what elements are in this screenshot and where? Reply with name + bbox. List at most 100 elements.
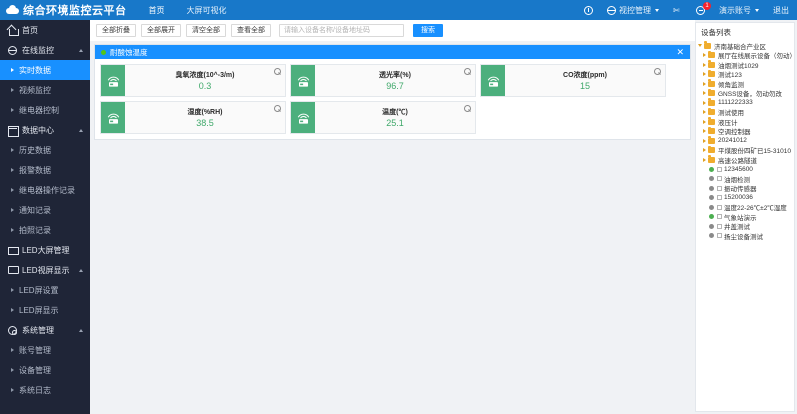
tree-node[interactable]: 液压计 <box>698 117 794 127</box>
tree-node[interactable]: 测试使用 <box>698 107 794 117</box>
tree-device-node[interactable]: 气象站演示 <box>698 212 794 222</box>
device-checkbox[interactable] <box>717 166 722 172</box>
chevron-right-icon[interactable] <box>703 119 706 124</box>
device-checkbox[interactable] <box>717 223 722 229</box>
tree-node[interactable]: 平煤股份四矿已15-31010 <box>698 145 794 155</box>
sidebar: 首页 在线监控 实时数据 视频监控 继电器控制 数据中心 <box>0 20 90 414</box>
sidebar-item-relay-log[interactable]: 继电器操作记录 <box>0 180 90 200</box>
tree-device-node[interactable]: 井盖测试 <box>698 222 794 231</box>
device-checkbox[interactable] <box>717 176 722 182</box>
nav-home[interactable]: 首页 <box>148 5 165 15</box>
search-icon[interactable] <box>274 68 281 75</box>
device-checkbox[interactable] <box>717 214 722 220</box>
tree-device-node[interactable]: 温度22-26℃±2℃湿度 <box>698 203 794 212</box>
chevron-right-icon[interactable] <box>703 129 706 134</box>
notification-badge: 1 <box>703 1 711 10</box>
metric-label: CO浓度(ppm) <box>563 72 607 79</box>
sidebar-item-device-manage[interactable]: 设备管理 <box>0 360 90 380</box>
tree-node[interactable]: GNSS设备，勿动勿改 <box>698 88 794 99</box>
header-actions: 视控管理 ✄ 1 演示账号 退出 <box>584 1 797 16</box>
chevron-right-icon[interactable] <box>703 53 706 58</box>
project-switch-button[interactable]: 视控管理 <box>607 5 659 16</box>
search-icon[interactable] <box>274 105 281 112</box>
tree-node[interactable]: 空调控制器 <box>698 126 794 136</box>
sidebar-item-realtime-data[interactable]: 实时数据 <box>0 60 90 80</box>
device-checkbox[interactable] <box>717 195 722 201</box>
chevron-right-icon <box>11 288 14 292</box>
help-button[interactable] <box>584 5 593 15</box>
tree-device-node[interactable]: 油烟检测 <box>698 174 794 184</box>
metric-card[interactable]: 臭氧浓度(10^-3/m) 0.3 <box>100 64 286 97</box>
sidebar-item-history-data[interactable]: 历史数据 <box>0 140 90 160</box>
sidebar-item-system-log[interactable]: 系统日志 <box>0 380 90 400</box>
sidebar-item-photo-log[interactable]: 拍照记录 <box>0 220 90 240</box>
device-checkbox[interactable] <box>717 185 722 191</box>
folder-icon <box>708 117 715 125</box>
tree-device-node[interactable]: 扬尘设备测试 <box>698 231 794 241</box>
tree-node[interactable]: 高速公路隧道 <box>698 155 794 165</box>
sidebar-item-account-manage[interactable]: 账号管理 <box>0 340 90 360</box>
chevron-right-icon[interactable] <box>703 62 706 67</box>
tree-node-label: GNSS设备，勿动勿改 <box>718 91 782 99</box>
chevron-right-icon[interactable] <box>703 81 706 86</box>
tree-node[interactable]: 1111222333 <box>698 98 794 108</box>
metric-card[interactable]: CO浓度(ppm) 15 <box>480 64 666 97</box>
sidebar-group-led-display[interactable]: LED视屏显示 <box>0 260 90 280</box>
sidebar-item-label: LED屏设置 <box>19 285 59 295</box>
clear-all-button[interactable]: 清空全部 <box>186 24 226 37</box>
sidebar-item-label: 继电器控制 <box>19 105 59 115</box>
nav-bigscreen[interactable]: 大屏可视化 <box>186 5 227 15</box>
tree-node-label: 20241012 <box>718 137 747 145</box>
tree-node[interactable]: 展厅在线展示设备（勿动） <box>698 50 794 60</box>
sidebar-item-alarm-data[interactable]: 报警数据 <box>0 160 90 180</box>
device-checkbox[interactable] <box>717 233 722 239</box>
chevron-right-icon[interactable] <box>703 91 706 96</box>
logout-button[interactable]: 退出 <box>773 5 789 16</box>
tree-device-node[interactable]: 15200036 <box>698 193 794 203</box>
message-icon <box>696 5 705 15</box>
sidebar-item-home[interactable]: 首页 <box>0 20 90 40</box>
search-icon[interactable] <box>654 68 661 75</box>
tree-node-root[interactable]: 济南基础合产业区 <box>698 41 794 51</box>
tree-node[interactable]: 测试123 <box>698 69 794 79</box>
sidebar-item-led-display[interactable]: LED屏显示 <box>0 300 90 320</box>
sidebar-group-data-center[interactable]: 数据中心 <box>0 120 90 140</box>
sensor-icon <box>101 102 125 133</box>
chevron-right-icon[interactable] <box>703 157 706 162</box>
tree-node[interactable]: 倾角监测 <box>698 79 794 89</box>
chevron-right-icon[interactable] <box>703 110 706 115</box>
search-icon[interactable] <box>464 68 471 75</box>
metric-card[interactable]: 湿度(%RH) 38.5 <box>100 101 286 134</box>
device-checkbox[interactable] <box>717 204 722 210</box>
metric-card[interactable]: 温度(℃) 25.1 <box>290 101 476 134</box>
metric-card[interactable]: 透光率(%) 96.7 <box>290 64 476 97</box>
sidebar-item-led-screen-manage[interactable]: LED大屏管理 <box>0 240 90 260</box>
search-icon[interactable] <box>464 105 471 112</box>
search-button[interactable]: 搜索 <box>413 24 443 37</box>
tree-device-node[interactable]: 振动传感器 <box>698 184 794 193</box>
sidebar-group-online-monitoring[interactable]: 在线监控 <box>0 40 90 60</box>
collapse-all-button[interactable]: 全部折叠 <box>96 24 136 37</box>
tree-node[interactable]: 20241012 <box>698 136 794 146</box>
sidebar-item-led-settings[interactable]: LED屏设置 <box>0 280 90 300</box>
sidebar-item-video-monitoring[interactable]: 视频监控 <box>0 80 90 100</box>
tree-device-node[interactable]: 12345600 <box>698 165 794 175</box>
search-input[interactable] <box>279 24 404 37</box>
sidebar-group-system-manage[interactable]: 系统管理 <box>0 320 90 340</box>
chevron-right-icon[interactable] <box>703 138 706 143</box>
view-all-button[interactable]: 查看全部 <box>231 24 271 37</box>
notifications-button[interactable]: 1 <box>696 1 711 15</box>
chevron-down-icon[interactable] <box>698 44 702 49</box>
user-menu-button[interactable]: 演示账号 <box>719 5 759 16</box>
chevron-right-icon[interactable] <box>703 72 706 77</box>
globe-icon <box>607 5 616 15</box>
sidebar-item-notification-log[interactable]: 通知记录 <box>0 200 90 220</box>
expand-all-button[interactable]: 全部展开 <box>141 24 181 37</box>
tree-node[interactable]: 油烟测试1029 <box>698 60 794 70</box>
chevron-right-icon[interactable] <box>703 100 706 105</box>
chevron-right-icon[interactable] <box>703 148 706 153</box>
sidebar-item-relay-control[interactable]: 继电器控制 <box>0 100 90 120</box>
sensor-glyph <box>297 76 309 87</box>
close-icon[interactable]: ✕ <box>676 46 684 57</box>
scissor-button[interactable]: ✄ <box>673 6 682 15</box>
